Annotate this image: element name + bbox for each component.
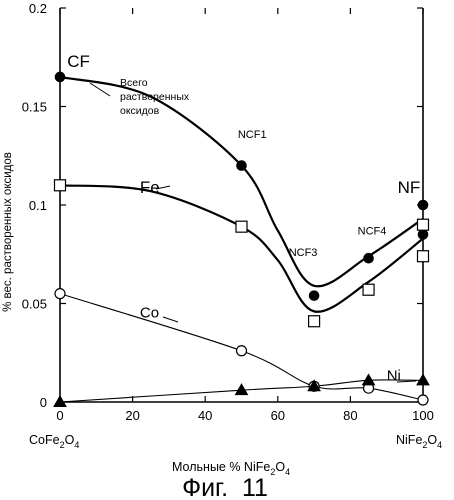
annotation-nf: NF <box>398 178 421 197</box>
x-tick-label-3: 60 <box>271 408 285 423</box>
marker-s3-2 <box>307 379 321 392</box>
series-markers <box>53 71 430 407</box>
x-tick-label-5: 100 <box>412 408 434 423</box>
y-tick-label-2: 0.1 <box>29 198 47 213</box>
co-leader-line <box>162 316 179 323</box>
marker-s2-1 <box>235 345 248 357</box>
annotations: CF NF NCF1 NCF3 NCF4 Fe Co Ni <box>67 52 420 384</box>
x-axis-title-sub2: 4 <box>285 467 290 477</box>
legend-line-1: Всего <box>120 77 148 89</box>
annotation-ncf4: NCF4 <box>358 226 387 238</box>
legend-total-oxides: Всего растворенных оксидов <box>120 77 192 117</box>
series-line-2 <box>59 293 424 401</box>
marker-s0-1 <box>236 160 247 171</box>
marker-s0-5 <box>417 229 429 240</box>
y-tick-label-4: 0.2 <box>29 1 47 16</box>
y-tick-label-0: 0 <box>40 395 47 410</box>
x-tick-label-1: 20 <box>125 408 139 423</box>
series-line-1 <box>59 184 424 313</box>
marker-s3-4 <box>416 373 430 386</box>
series-curves <box>59 75 424 403</box>
ticks: 0 20 40 60 80 100 0 0.05 0.1 0.15 0.2 <box>22 1 434 423</box>
x-end-label-mid: O <box>427 433 437 447</box>
x-start-label: CoFe2O4 <box>29 433 79 450</box>
x-end-label: NiFe2O4 <box>396 433 442 450</box>
x-axis-title-sub1: 2 <box>270 467 275 477</box>
marker-s3-1 <box>234 383 249 396</box>
legend-leader-line <box>89 82 111 97</box>
annotation-fe: Fe <box>140 178 160 197</box>
legend-line-3: оксидов <box>120 105 160 117</box>
marker-s0-3 <box>363 252 374 264</box>
marker-s3-0 <box>53 394 67 407</box>
marker-s1-4 <box>416 218 430 231</box>
x-axis-title-mid: O <box>275 460 285 474</box>
axes <box>59 8 424 403</box>
x-tick-label-2: 40 <box>198 408 212 423</box>
y-tick-label-3: 0.15 <box>22 100 47 115</box>
series-line-3 <box>59 379 424 403</box>
x-end-label-sub1: 2 <box>422 440 427 450</box>
marker-s0-4 <box>417 199 429 211</box>
marker-s0-2 <box>308 290 320 301</box>
figure-caption: Фиг. 11 <box>182 474 268 500</box>
marker-s2-0 <box>54 288 66 300</box>
fe-leader-line <box>155 185 171 190</box>
x-end-label-sub2: 4 <box>437 440 442 450</box>
legend-line-2: растворенных <box>120 91 190 103</box>
x-tick-label-4: 80 <box>343 408 357 423</box>
annotation-cf: CF <box>67 52 90 71</box>
annotation-ncf3: NCF3 <box>289 247 318 259</box>
marker-s1-5 <box>416 250 430 263</box>
x-end-label-base: NiFe <box>396 433 422 447</box>
marker-s1-3 <box>362 283 375 296</box>
marker-s0-0 <box>54 71 66 83</box>
ni-leader-line <box>396 380 417 383</box>
y-axis-title: % вес. растворенных оксидов <box>2 152 14 312</box>
marker-s1-2 <box>308 315 321 328</box>
x-axis-title: Мольные % NiFe2O4 <box>172 460 290 477</box>
marker-s1-1 <box>235 220 248 233</box>
marker-s2-4 <box>417 394 429 406</box>
x-start-label-sub2: 4 <box>74 440 79 450</box>
x-start-label-mid: O <box>65 433 75 447</box>
marker-s1-0 <box>53 179 67 192</box>
annotation-co: Co <box>140 304 159 321</box>
annotation-ni: Ni <box>387 367 401 384</box>
annotation-ncf1: NCF1 <box>238 129 267 141</box>
x-tick-label-0: 0 <box>56 408 63 423</box>
y-tick-label-1: 0.05 <box>22 297 47 312</box>
x-start-label-sub1: 2 <box>60 440 65 450</box>
x-start-label-base: CoFe <box>29 433 60 447</box>
x-axis-title-base: Мольные % NiFe <box>172 460 270 474</box>
marker-s3-3 <box>361 373 376 386</box>
